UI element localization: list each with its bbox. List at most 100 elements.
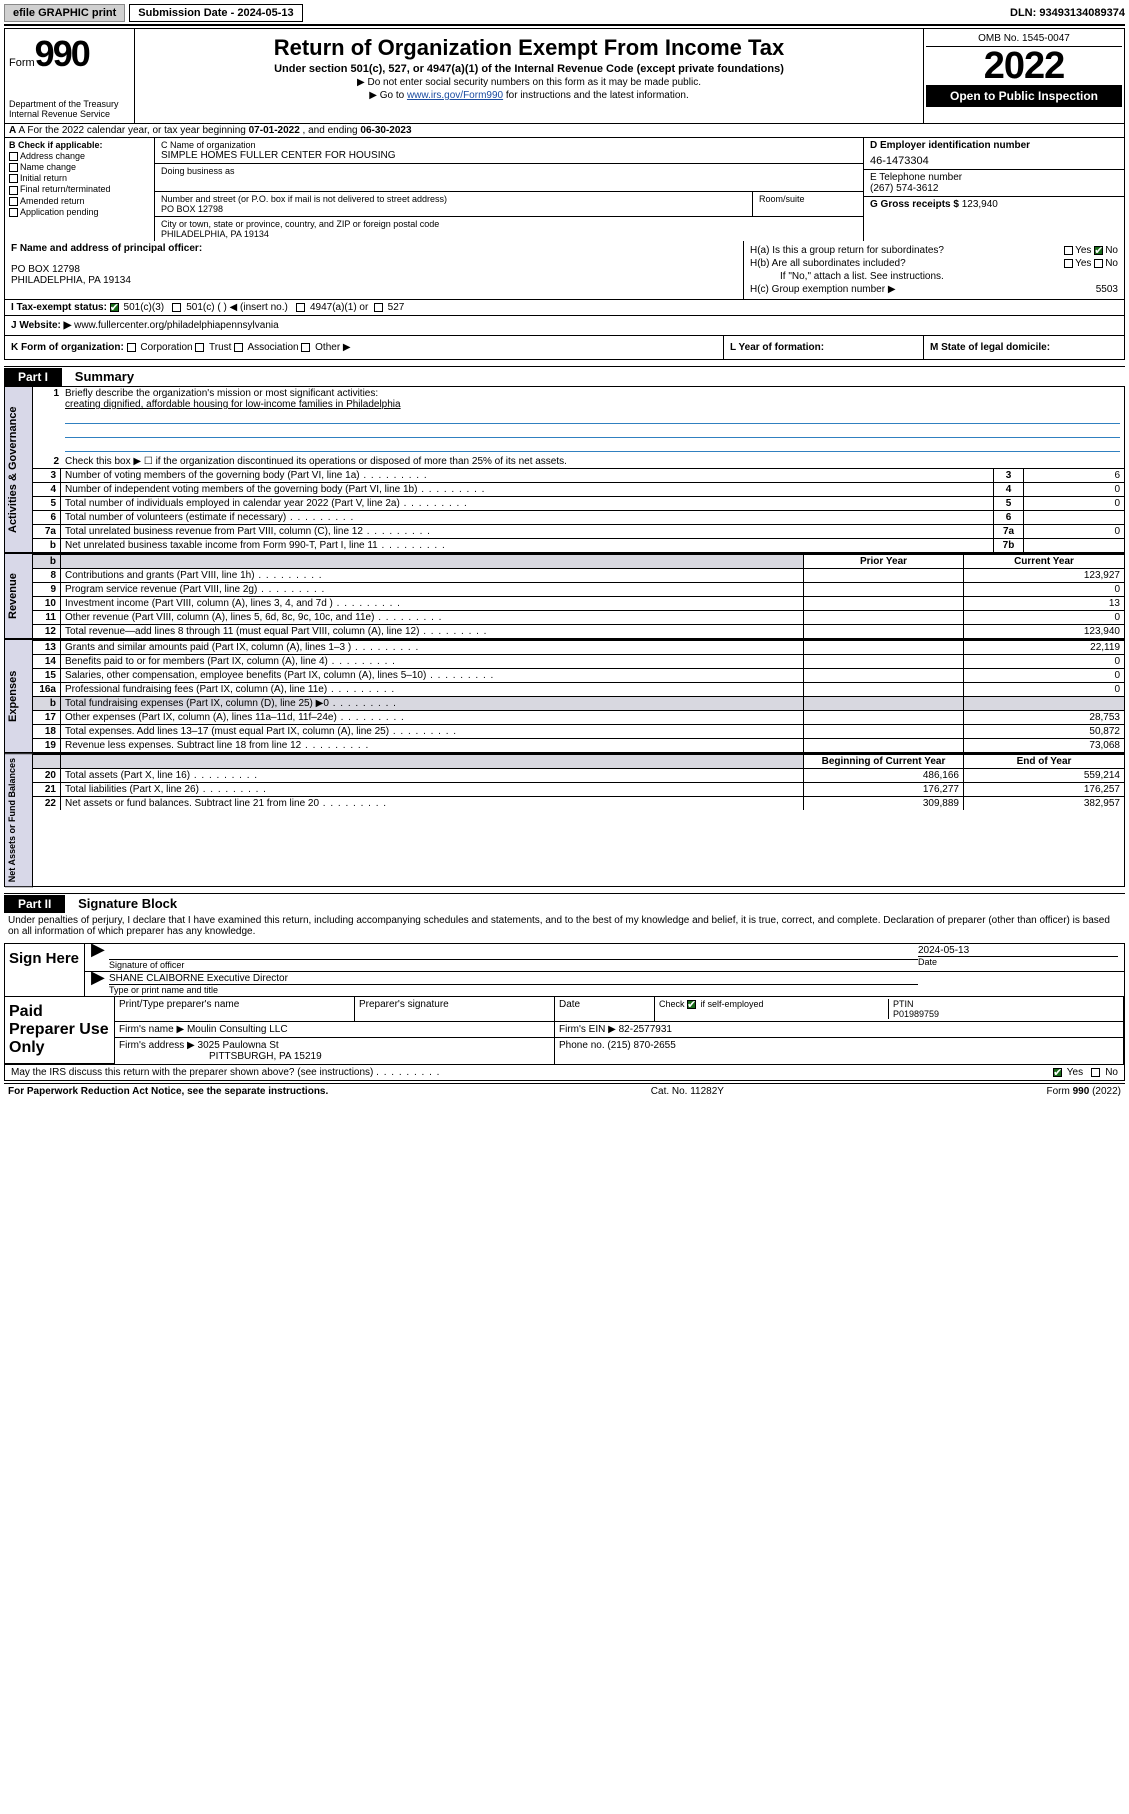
col-current: Current Year xyxy=(964,555,1124,568)
form-subtitle: Under section 501(c), 527, or 4947(a)(1)… xyxy=(143,63,915,75)
discuss-yes[interactable] xyxy=(1053,1068,1062,1077)
city-cell: City or town, state or province, country… xyxy=(155,217,863,241)
cb-label-1: Name change xyxy=(20,162,76,172)
line-16a: 16aProfessional fundraising fees (Part I… xyxy=(33,682,1124,696)
efile-button[interactable]: efile GRAPHIC print xyxy=(4,4,125,22)
ty-begin: 07-01-2022 xyxy=(249,125,300,136)
ha-yes[interactable] xyxy=(1064,246,1073,255)
no-label: No xyxy=(1105,245,1118,256)
k-corp[interactable] xyxy=(127,343,136,352)
discuss-row: May the IRS discuss this return with the… xyxy=(4,1065,1125,1081)
ein-label: D Employer identification number xyxy=(870,140,1118,151)
line-14: 14Benefits paid to or for members (Part … xyxy=(33,654,1124,668)
net-header-row: Beginning of Current Year End of Year xyxy=(33,754,1124,768)
cb-application-pending[interactable]: Application pending xyxy=(9,207,150,217)
part-i-hdr: Part I xyxy=(4,368,62,386)
cb-amended-return[interactable]: Amended return xyxy=(9,196,150,206)
officer-label: F Name and address of principal officer: xyxy=(11,243,737,254)
preparer-name-label: Print/Type preparer's name xyxy=(115,997,355,1022)
l-label: L Year of formation: xyxy=(730,342,824,353)
ptin-label: PTIN xyxy=(893,999,914,1009)
sig-officer-label: Signature of officer xyxy=(109,959,918,970)
form-num: 990 xyxy=(35,33,89,74)
website-url: www.fullercenter.org/philadelphiapennsyl… xyxy=(74,320,279,331)
row-a-mid: , and ending xyxy=(300,125,361,136)
i-501c3[interactable] xyxy=(110,303,119,312)
dln: DLN: 93493134089374 xyxy=(1010,7,1125,19)
col-c: C Name of organization SIMPLE HOMES FULL… xyxy=(155,138,864,241)
yes-label2: Yes xyxy=(1075,258,1091,269)
dln-value: 93493134089374 xyxy=(1039,7,1125,19)
gov-line-4: 4Number of independent voting members of… xyxy=(33,482,1124,496)
city-label: City or town, state or province, country… xyxy=(161,219,857,229)
col-end: End of Year xyxy=(964,755,1124,768)
part-ii-title: Signature Block xyxy=(68,894,187,913)
line-18: 18Total expenses. Add lines 13–17 (must … xyxy=(33,724,1124,738)
cb-initial-return[interactable]: Initial return xyxy=(9,173,150,183)
self-employed-check[interactable]: Check if self-employed xyxy=(659,999,764,1009)
ein-cell: D Employer identification number 46-1473… xyxy=(864,138,1124,170)
sig-name-line: ▶ SHANE CLAIBORNE Executive DirectorType… xyxy=(85,972,1124,996)
hb-no[interactable] xyxy=(1094,259,1103,268)
hb-yes[interactable] xyxy=(1064,259,1073,268)
discuss-label: May the IRS discuss this return with the… xyxy=(11,1067,373,1078)
i-527[interactable] xyxy=(374,303,383,312)
gross-cell: G Gross receipts $ 123,940 xyxy=(864,197,1124,212)
cb-label-0: Address change xyxy=(20,151,85,161)
i-label: I Tax-exempt status: xyxy=(11,302,107,313)
ha-no[interactable] xyxy=(1094,246,1103,255)
officer-name: SHANE CLAIBORNE Executive Director xyxy=(109,973,918,984)
cb-label-2: Initial return xyxy=(20,173,67,183)
gov-line-3: 3Number of voting members of the governi… xyxy=(33,468,1124,482)
section-revenue: Revenue b Prior Year Current Year 8Contr… xyxy=(4,553,1125,639)
cb-address-change[interactable]: Address change xyxy=(9,151,150,161)
sig-officer-line: ▶ Signature of officer 2024-05-13Date xyxy=(85,944,1124,972)
k-opt3: Other ▶ xyxy=(315,342,350,353)
cb-label-5: Application pending xyxy=(20,207,99,217)
k-trust[interactable] xyxy=(195,343,204,352)
irs-link[interactable]: www.irs.gov/Form990 xyxy=(407,90,503,101)
line-8: 8Contributions and grants (Part VIII, li… xyxy=(33,568,1124,582)
vtab-governance: Activities & Governance xyxy=(5,386,33,553)
k-other[interactable] xyxy=(301,343,310,352)
paid-preparer-label: Paid Preparer Use Only xyxy=(5,997,115,1064)
paid-preparer-block: Paid Preparer Use Only Print/Type prepar… xyxy=(4,997,1125,1065)
ptin-value: P01989759 xyxy=(893,1009,939,1019)
form-note1: ▶ Do not enter social security numbers o… xyxy=(143,77,915,88)
gov-line-6: 6Total number of volunteers (estimate if… xyxy=(33,510,1124,524)
m-label: M State of legal domicile: xyxy=(930,342,1050,353)
ha-label: H(a) Is this a group return for subordin… xyxy=(750,245,944,256)
org-name-label: C Name of organization xyxy=(161,140,857,150)
officer-addr2: PHILADELPHIA, PA 19134 xyxy=(11,275,737,286)
i-opt3: 4947(a)(1) or xyxy=(310,302,368,313)
firm-addr-label: Firm's address ▶ xyxy=(119,1040,195,1051)
cb-final-return[interactable]: Final return/terminated xyxy=(9,184,150,194)
cb-label-3: Final return/terminated xyxy=(20,184,111,194)
line-b: bTotal fundraising expenses (Part IX, co… xyxy=(33,696,1124,710)
submission-date-button[interactable]: Submission Date - 2024-05-13 xyxy=(129,4,302,22)
part-i-title: Summary xyxy=(65,367,144,386)
k-opt0: Corporation xyxy=(140,342,192,353)
k-assoc[interactable] xyxy=(234,343,243,352)
line-11: 11Other revenue (Part VIII, column (A), … xyxy=(33,610,1124,624)
ty-end: 06-30-2023 xyxy=(360,125,411,136)
open-inspection: Open to Public Inspection xyxy=(926,85,1122,107)
preparer-sig-label: Preparer's signature xyxy=(355,997,555,1022)
col-h: H(a) Is this a group return for subordin… xyxy=(744,241,1124,299)
k-opt2: Association xyxy=(247,342,298,353)
hb-label: H(b) Are all subordinates included? xyxy=(750,258,906,269)
room-label: Room/suite xyxy=(753,192,863,217)
submission-date-label: Submission Date - xyxy=(138,7,237,19)
i-4947[interactable] xyxy=(296,303,305,312)
gov-line-7a: 7aTotal unrelated business revenue from … xyxy=(33,524,1124,538)
firm-addr1: 3025 Paulowna St xyxy=(198,1040,279,1051)
row-i: I Tax-exempt status: 501(c)(3) 501(c) ( … xyxy=(4,300,1125,316)
col-de: D Employer identification number 46-1473… xyxy=(864,138,1124,241)
i-501c[interactable] xyxy=(172,303,181,312)
discuss-no[interactable] xyxy=(1091,1068,1100,1077)
col-b-title: B Check if applicable: xyxy=(9,140,150,150)
arrow-icon: ▶ xyxy=(91,973,109,995)
cb-name-change[interactable]: Name change xyxy=(9,162,150,172)
section-netassets: Net Assets or Fund Balances Beginning of… xyxy=(4,753,1125,887)
form-header: Form990 Department of the Treasury Inter… xyxy=(4,28,1125,124)
